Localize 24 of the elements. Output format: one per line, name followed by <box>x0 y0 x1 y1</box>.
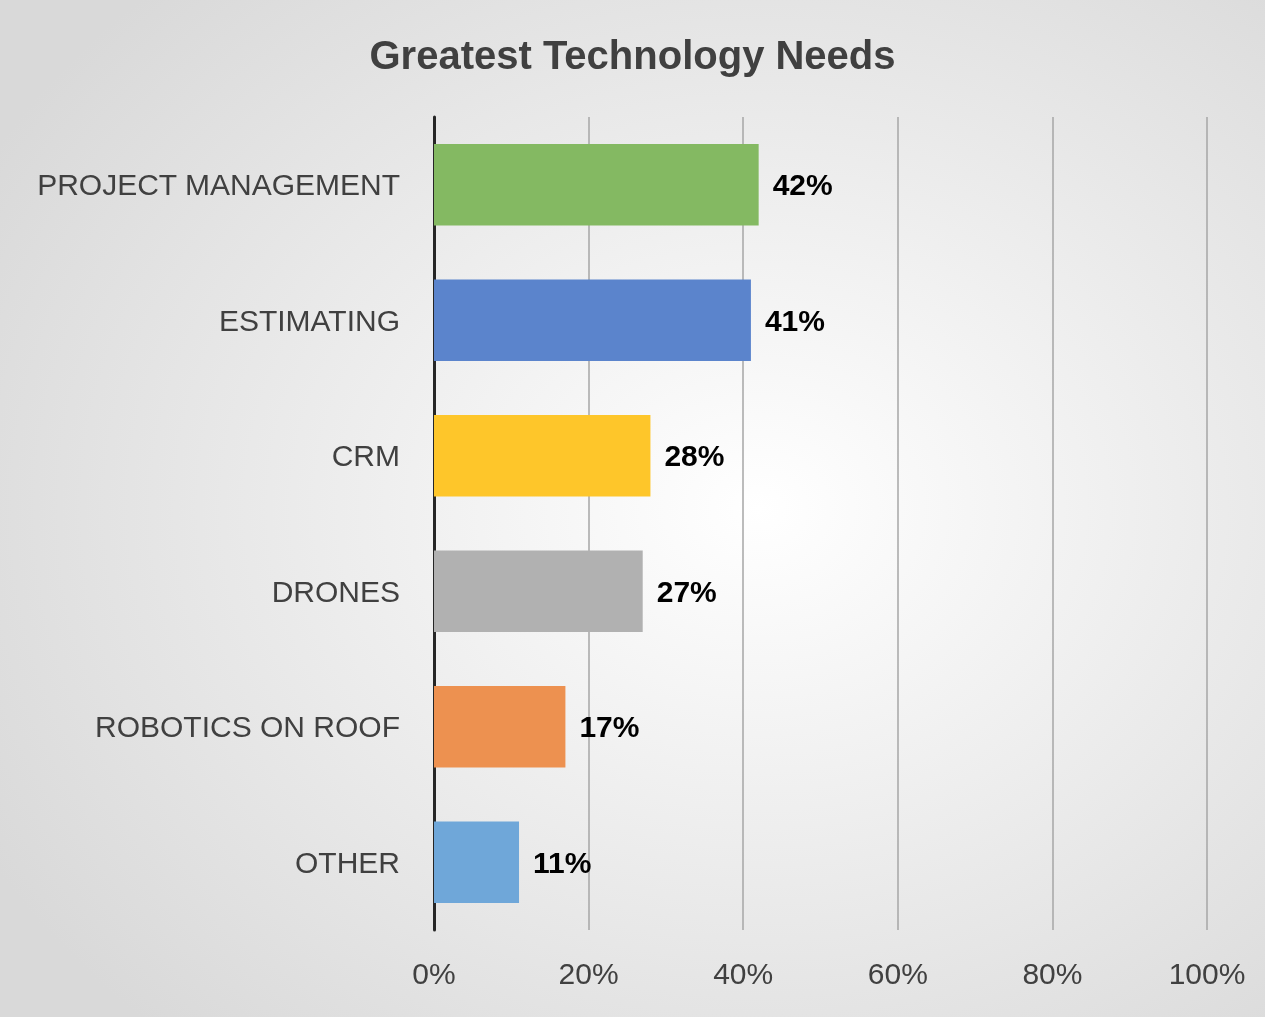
bar <box>434 144 759 226</box>
y-tick-label: ESTIMATING <box>218 303 400 337</box>
x-tick-label: 0% <box>412 956 456 990</box>
x-tick-label: 100% <box>1168 956 1246 990</box>
y-tick-label: DRONES <box>271 574 400 608</box>
y-tick-label: CRM <box>331 439 400 473</box>
data-label: 42% <box>772 168 833 202</box>
bar <box>434 279 751 361</box>
x-tick-label: 20% <box>558 956 619 990</box>
y-tick-label: ROBOTICS ON ROOF <box>94 710 400 744</box>
y-tick-label: OTHER <box>295 845 400 879</box>
data-label: 27% <box>656 574 717 608</box>
data-label: 41% <box>764 303 825 337</box>
x-tick-label: 60% <box>867 956 928 990</box>
y-tick-label: PROJECT MANAGEMENT <box>37 168 400 202</box>
bar <box>434 821 520 903</box>
chart-title: Greatest Technology Needs <box>369 33 896 77</box>
data-label: 17% <box>579 710 640 744</box>
bar <box>434 415 651 497</box>
x-tick-label: 40% <box>713 956 774 990</box>
x-tick-label: 80% <box>1022 956 1083 990</box>
data-label: 28% <box>664 439 725 473</box>
data-label: 11% <box>533 845 592 879</box>
bar <box>434 686 566 768</box>
